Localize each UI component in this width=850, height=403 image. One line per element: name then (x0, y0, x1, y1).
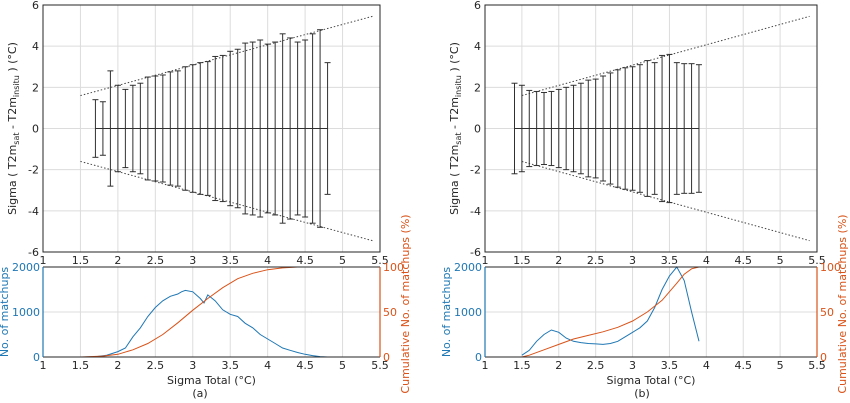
x-tick-label: 4.5 (296, 359, 314, 372)
y-tick-label: -2 (28, 164, 39, 177)
x-tick-label: 2.5 (147, 254, 165, 267)
x-tick-label: 1 (40, 359, 47, 372)
x-tick-label: 5 (339, 254, 346, 267)
y-axis-label-subscript: sat (12, 132, 21, 144)
x-tick-label: 4 (703, 254, 710, 267)
x-tick-label: 4.5 (734, 359, 752, 372)
right-y-tick-label: 0 (383, 351, 390, 364)
right-y-axis-label: Cumulative No. of matchups (%) (836, 214, 849, 393)
right-y-tick-label: 0 (820, 351, 827, 364)
x-tick-label: 4.5 (296, 254, 314, 267)
y-tick-label: 4 (474, 40, 481, 53)
y-axis-label-text: - T2m (6, 97, 19, 132)
x-tick-label: 2 (555, 359, 562, 372)
right-y-tick-label: 50 (820, 306, 834, 319)
x-tick-label: 5 (777, 254, 784, 267)
x-tick-label: 3 (189, 254, 196, 267)
envelope-dotted-line (521, 160, 810, 242)
x-tick-label: 3 (629, 359, 636, 372)
x-axis-label: Sigma Total (°C) (607, 374, 696, 387)
x-tick-label: 1 (482, 254, 489, 267)
x-tick-label: 1.5 (513, 254, 531, 267)
x-tick-label: 3.5 (221, 254, 239, 267)
plot-frame (42, 4, 381, 253)
y-axis-label: Sigma ( T2msat - T2minsitu ) (°C) (448, 42, 463, 215)
x-tick-label: 5 (339, 359, 346, 372)
x-tick-label: 4 (264, 359, 271, 372)
x-tick-label: 5.5 (371, 254, 389, 267)
left-y-axis-label: No. of matchups (0, 267, 11, 358)
panel-a-histogram-chart: 1 1.5 2 2.5 3 3.5 4 4.5 5 5.5010002000050100Sigma… (0, 214, 412, 393)
panel-b-errorbar-chart: 1 1.5 2 2.5 3 3.5 4 4.5 5 5.5 -6 -4 -2 0 2 4 6 Sigma ( T2… (448, 0, 826, 267)
y-tick-label: 6 (32, 0, 39, 12)
y-axis-label-text: ) (°C) (6, 42, 19, 75)
x-tick-label: 1 (40, 254, 47, 267)
left-y-axis-label: No. of matchups (440, 267, 453, 358)
x-tick-label: 2 (114, 254, 121, 267)
y-axis-label-text: - T2m (448, 97, 461, 132)
x-tick-label: 4 (264, 254, 271, 267)
x-tick-label: 2.5 (587, 359, 605, 372)
y-tick-label: -6 (470, 246, 481, 259)
x-tick-label: 3 (629, 254, 636, 267)
y-tick-label: 6 (474, 0, 481, 12)
matchup-count-line (84, 289, 328, 358)
x-tick-label: 1.5 (72, 359, 90, 372)
x-tick-label: 2.5 (147, 359, 165, 372)
left-y-tick-label: 1000 (12, 306, 40, 319)
x-tick-label: 3.5 (661, 254, 679, 267)
caption-b: (b) (634, 387, 650, 400)
y-axis-label-text: ) (°C) (448, 42, 461, 75)
y-axis-label-subscript: insitu (454, 75, 463, 97)
right-y-tick-label: 100 (383, 261, 404, 274)
x-tick-label: 4 (703, 359, 710, 372)
left-y-tick-label: 0 (33, 351, 40, 364)
left-y-tick-label: 1000 (454, 306, 482, 319)
caption-a: (a) (192, 387, 207, 400)
x-tick-label: 2.5 (587, 254, 605, 267)
y-axis-label-text: Sigma ( T2m (6, 145, 19, 215)
envelope-dotted-line (80, 160, 373, 242)
y-tick-label: -4 (28, 205, 39, 218)
left-y-tick-label: 0 (475, 351, 482, 364)
y-tick-label: 2 (32, 81, 39, 94)
x-tick-label: 5.5 (371, 359, 389, 372)
x-tick-label: 1 (482, 359, 489, 372)
left-y-tick-label: 2000 (12, 261, 40, 274)
matchup-count-line (521, 266, 700, 356)
y-tick-label: -6 (28, 246, 39, 259)
y-axis-label-subscript: insitu (12, 75, 21, 97)
x-tick-label: 5.5 (808, 254, 826, 267)
x-tick-label: 4.5 (734, 254, 752, 267)
right-y-tick-label: 50 (383, 306, 397, 319)
x-tick-label: 3.5 (661, 359, 679, 372)
y-axis-label: Sigma ( T2msat - T2minsitu ) (°C) (6, 42, 21, 215)
x-tick-label: 3.5 (221, 359, 239, 372)
y-tick-label: -4 (470, 205, 481, 218)
right-y-tick-label: 100 (820, 261, 841, 274)
y-axis-label-text: Sigma ( T2m (448, 145, 461, 215)
right-y-axis-label: Cumulative No. of matchups (%) (399, 214, 412, 393)
panel-b-histogram-chart: 1 1.5 2 2.5 3 3.5 4 4.5 5 5.5010002000050100Sigma… (440, 214, 849, 393)
x-tick-label: 1.5 (513, 359, 531, 372)
x-tick-label: 2 (555, 254, 562, 267)
x-axis-label: Sigma Total (°C) (167, 374, 256, 387)
x-tick-label: 5.5 (808, 359, 826, 372)
left-y-tick-label: 2000 (454, 261, 482, 274)
y-tick-label: 4 (32, 40, 39, 53)
y-tick-label: 2 (474, 81, 481, 94)
x-tick-label: 2 (114, 359, 121, 372)
x-tick-label: 5 (777, 359, 784, 372)
plot-frame (484, 4, 818, 253)
envelope-dotted-line (80, 15, 373, 97)
x-tick-label: 1.5 (72, 254, 90, 267)
y-tick-label: -2 (470, 164, 481, 177)
y-tick-label: 0 (32, 123, 39, 136)
y-axis-label-subscript: sat (454, 132, 463, 144)
x-tick-label: 3 (189, 359, 196, 372)
y-tick-label: 0 (474, 123, 481, 136)
envelope-dotted-line (521, 15, 810, 97)
panel-a-errorbar-chart: 1 1.5 2 2.5 3 3.5 4 4.5 5 5.5 -6 -4 -2 0 2 4 6 Sigma ( T2… (6, 0, 389, 267)
